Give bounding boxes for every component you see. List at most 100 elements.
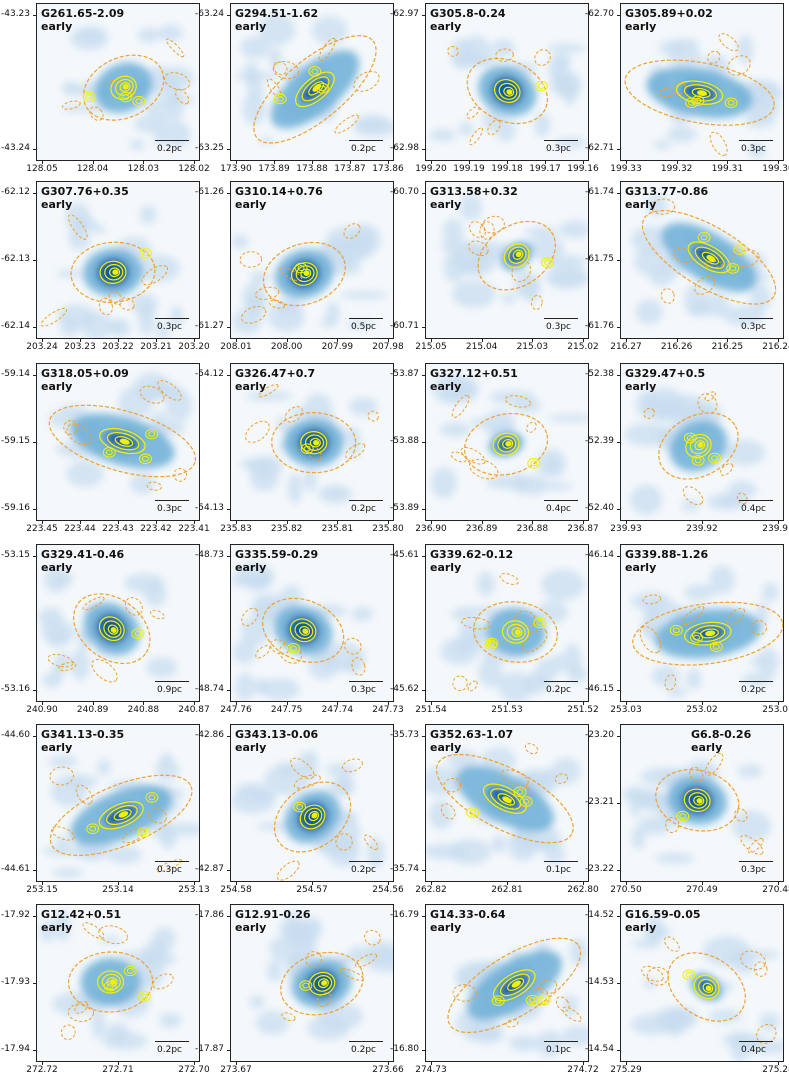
ra-tick-label: 240.87 <box>178 705 210 715</box>
panel-frame: G341.13-0.35 early 0.3pc <box>36 724 200 882</box>
dust-emission <box>454 937 588 1057</box>
dec-tick-mark <box>33 870 36 871</box>
ra-tick-label: 215.04 <box>465 342 498 352</box>
dec-tick-mark <box>33 736 36 737</box>
ra-tick-mark <box>337 702 339 705</box>
evolution-stage: early <box>625 198 657 211</box>
ra-tick-label: 128.04 <box>76 164 109 174</box>
scale-bar-label: 0.1pc <box>546 1045 571 1055</box>
ra-tick-mark <box>545 161 546 164</box>
ra-tick-label: 275.29 <box>610 1065 642 1075</box>
scale-bar <box>739 318 773 319</box>
dec-tick-mark <box>33 983 36 984</box>
ra-tick-label: 236.89 <box>465 524 498 534</box>
ra-tick-label: 273.66 <box>372 1065 404 1075</box>
ra-tick-label: 270.48 <box>762 885 789 895</box>
dec-tick-label: -62.71 <box>585 143 615 153</box>
ra-tick-mark <box>194 882 195 885</box>
dust-map-image <box>38 566 178 688</box>
dec-tick-mark <box>227 690 230 691</box>
ra-tick-mark <box>702 702 703 705</box>
ra-tick-label: 199.30 <box>762 164 789 174</box>
dec-tick-mark <box>617 193 620 194</box>
dec-tick-mark <box>227 193 230 194</box>
ra-tick-label: 254.57 <box>296 885 328 895</box>
dec-tick-mark <box>617 916 620 917</box>
dec-tick-mark <box>617 983 620 984</box>
intensity-contours <box>99 248 152 285</box>
dust-map-image <box>621 753 772 864</box>
ra-tick-label: 235.81 <box>321 524 354 534</box>
dec-tick-mark <box>227 870 230 871</box>
evolution-stage: early <box>235 380 267 393</box>
dec-tick-label: -53.89 <box>390 503 420 513</box>
panel-frame: G307.76+0.35 early 0.3pc <box>36 181 200 339</box>
ra-tick-label: 262.81 <box>491 885 523 895</box>
ra-tick-mark <box>194 1062 195 1065</box>
intensity-contours <box>99 427 159 465</box>
ra-tick-label: 236.90 <box>415 524 447 534</box>
ra-tick-label: 203.21 <box>140 342 172 352</box>
ra-tick-mark <box>337 521 339 524</box>
ra-tick-label: 215.02 <box>567 342 599 352</box>
ra-tick-label: 199.31 <box>711 164 744 174</box>
dust-emission <box>440 569 588 701</box>
panel-frame: G12.91-0.26 early 0.2pc <box>230 904 394 1062</box>
panel-frame: G329.47+0.5 early 0.4pc <box>620 363 784 521</box>
ra-tick-mark <box>236 1062 237 1065</box>
ra-tick-mark <box>388 161 389 164</box>
ra-tick-mark <box>274 161 275 164</box>
source-name: G326.47+0.7 <box>235 367 316 380</box>
ra-tick-label: 203.24 <box>26 342 58 352</box>
dendrogram-ellipses <box>61 38 191 121</box>
ra-tick-label: 251.52 <box>567 705 599 715</box>
evolution-stage: early <box>235 198 267 211</box>
panel-frame: G313.58+0.32 early 0.3pc <box>425 181 589 339</box>
intensity-contours <box>484 617 547 651</box>
ra-tick-label: 223.43 <box>102 524 134 534</box>
dec-tick-label: -17.93 <box>1 977 31 987</box>
dec-tick-mark <box>227 15 230 16</box>
ra-tick-label: 216.25 <box>711 342 744 352</box>
dust-map-image <box>439 193 588 311</box>
dec-tick-label: -61.75 <box>585 254 615 264</box>
ra-tick-label: 173.87 <box>334 164 366 174</box>
ra-tick-mark <box>507 882 508 885</box>
ra-tick-label: 235.83 <box>220 524 252 534</box>
dec-tick-label: -54.12 <box>195 369 225 379</box>
ra-tick-mark <box>236 882 237 885</box>
dust-emission <box>630 565 779 698</box>
ra-tick-label: 240.90 <box>26 705 58 715</box>
evolution-stage: early <box>41 921 73 934</box>
scale-bar-label: 0.3pc <box>546 322 571 332</box>
source-name: G294.51-1.62 <box>235 7 319 20</box>
ra-tick-mark <box>388 1062 389 1065</box>
dec-tick-label: -43.23 <box>1 9 31 19</box>
scale-bar-label: 0.3pc <box>741 322 766 332</box>
dust-map-image <box>624 387 766 515</box>
scale-bar-label: 0.2pc <box>351 865 376 875</box>
ra-tick-label: 253.13 <box>178 885 210 895</box>
ra-tick-mark <box>778 161 779 164</box>
ra-tick-label: 208.00 <box>270 342 303 352</box>
dec-tick-label: -42.87 <box>195 864 225 874</box>
dust-emission <box>429 35 588 148</box>
ra-tick-label: 203.22 <box>102 342 134 352</box>
ra-tick-mark <box>388 882 389 885</box>
scale-bar <box>349 318 383 319</box>
ra-tick-label: 235.82 <box>270 524 303 534</box>
dec-tick-label: -53.15 <box>1 550 31 560</box>
dec-tick-label: -61.74 <box>585 187 615 197</box>
ra-tick-label: 128.05 <box>26 164 58 174</box>
ra-tick-mark <box>778 1062 779 1065</box>
ra-tick-mark <box>312 882 313 885</box>
intensity-contours <box>682 969 720 1000</box>
ra-tick-mark <box>92 161 94 164</box>
ra-tick-mark <box>778 702 779 705</box>
panel-frame: G294.51-1.62 early 0.2pc <box>230 3 394 161</box>
scale-bar-label: 0.2pc <box>546 685 571 695</box>
panel-frame: G14.33-0.64 early 0.1pc <box>425 904 589 1062</box>
dec-tick-label: -46.15 <box>585 684 615 694</box>
ra-tick-mark <box>507 161 508 164</box>
dec-tick-label: -52.39 <box>585 436 615 446</box>
